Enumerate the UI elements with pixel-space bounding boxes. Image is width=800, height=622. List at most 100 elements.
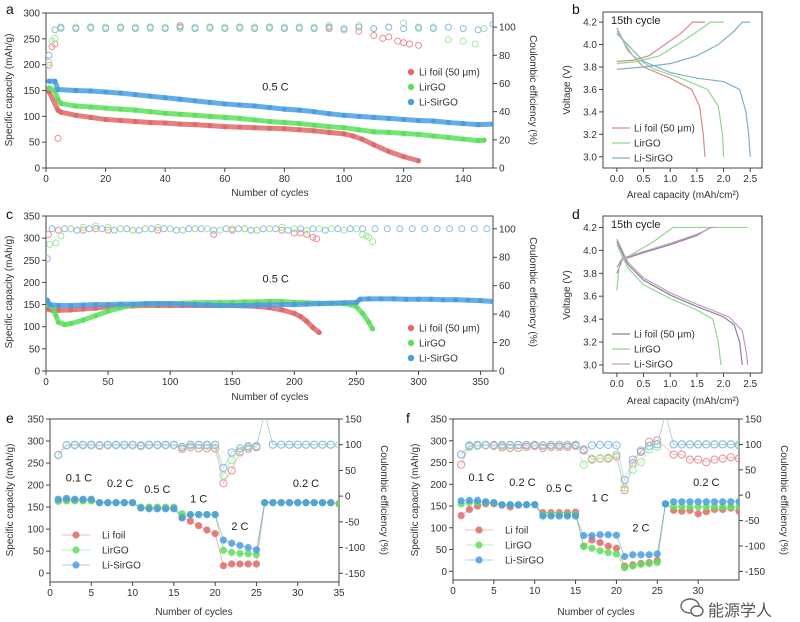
capacity-point [415, 158, 422, 164]
y-tick-label: 3.4 [583, 315, 597, 326]
panel-b: b 0.0 0.5 1.0 1.5 2.0 2.5 3.0 3.2 3.4 3.6 3.8 4.0 4.2… [562, 1, 763, 201]
ce-point [313, 235, 321, 243]
capacity-point [219, 536, 227, 544]
x-tick-label: 200 [286, 377, 303, 388]
panel-f: f0 5 10 15 20 25 30050100150200250300350-150-1… [406, 410, 789, 618]
ce-point [123, 225, 131, 233]
capacity-point [62, 321, 68, 328]
ce-point [734, 454, 739, 463]
capacity-point [222, 124, 228, 130]
legend-label: LirGO [102, 546, 129, 557]
ce-point [117, 23, 124, 31]
y2-tick-label: 100 [499, 224, 516, 235]
y-tick-label: 3.8 [583, 269, 597, 280]
wechat-icon [680, 598, 704, 617]
ce-point [359, 230, 367, 238]
y-tick-label: 100 [23, 322, 40, 333]
x-tick-label: 15 [168, 588, 180, 599]
x-tick-label: 300 [410, 377, 427, 388]
voltage-curve-charge [616, 21, 751, 70]
legend-entry: Li-SirGO [465, 556, 544, 567]
ce-point [480, 25, 488, 32]
ce-point [370, 32, 378, 40]
legend-entry: LirGO [612, 345, 661, 356]
series-li-sirgo [616, 226, 716, 268]
y-tick-label: 4.0 [583, 246, 597, 257]
legend-entry: LirGO [612, 139, 661, 150]
ce-point [346, 225, 354, 233]
capacity-point [580, 542, 588, 551]
x-tick-label: 5 [89, 588, 95, 599]
ce-point [662, 410, 669, 417]
capacity-point [68, 307, 74, 313]
capacity-point [353, 299, 360, 305]
capacity-point [316, 301, 322, 307]
capacity-point [500, 299, 505, 304]
legend-entry: Li foil [465, 526, 528, 537]
ce-point [104, 223, 112, 231]
ce-point [653, 440, 662, 449]
capacity-point [132, 92, 138, 98]
y-tick-label: 3.8 [583, 62, 597, 73]
ce-point [383, 225, 391, 233]
legend-label: Li-SirGO [634, 154, 673, 165]
ce-point [303, 230, 311, 238]
capacity-point [252, 103, 258, 109]
voltage-curve-charge [616, 226, 716, 268]
legend-entry: Li-SirGO [612, 154, 673, 165]
legend-label: Li foil (50 μm) [634, 124, 695, 135]
ce-point [662, 410, 669, 417]
capacity-point [277, 499, 285, 507]
ce-point [128, 440, 137, 449]
capacity-point [296, 120, 302, 127]
rate-label: 0.5 C [546, 483, 572, 495]
legend-entry: Li foil (50 μm) [612, 124, 695, 135]
ce-point [219, 463, 228, 472]
capacity-point [580, 532, 588, 540]
capacity-point [326, 111, 332, 117]
capacity-point [120, 499, 128, 507]
y-tick-label: 50 [33, 547, 45, 558]
rate-label: 0.5 C [263, 273, 289, 285]
y-axis-label: Specific capacity (mAh/g) [4, 34, 15, 147]
capacity-point [279, 301, 285, 308]
legend-marker [72, 546, 80, 554]
ce-point [538, 443, 547, 453]
rate-label: 2 C [632, 522, 649, 534]
series-li-sirgo [616, 238, 749, 366]
y-tick-label: 200 [430, 480, 447, 491]
panel-d: d 0.0 0.5 1.0 1.5 2.0 2.5 3.0 3.2 3.4 3.6 3.8 4.0 4.2… [562, 206, 763, 407]
capacity-point [281, 119, 287, 126]
ce-point [191, 225, 199, 233]
capacity-point [386, 148, 392, 155]
y-tick-label: 300 [23, 234, 40, 245]
capacity-point [52, 78, 58, 84]
ce-point [429, 25, 437, 32]
legend-label: Li foil (50 μm) [419, 68, 480, 79]
ce-point [252, 442, 261, 451]
y-axis-label: Specific capacity (mAh/g) [4, 236, 15, 349]
ce-point [120, 440, 129, 449]
ce-point [219, 479, 228, 488]
ce-point [340, 25, 348, 32]
x-tick-label: 30 [292, 588, 304, 599]
capacity-point [252, 125, 258, 131]
series-lirgo [616, 226, 748, 291]
ce-point [315, 225, 323, 233]
capacity-point [366, 319, 372, 325]
y2-tick-label: 80 [499, 253, 511, 264]
capacity-point [132, 107, 138, 113]
y-tick-label: 50 [436, 545, 448, 556]
ce-point [272, 225, 280, 233]
capacity-point [58, 100, 64, 107]
voltage-curve-discharge [616, 244, 722, 366]
capacity-point [73, 87, 79, 94]
x-axis-label: Areal capacity (mAh/cm²) [627, 190, 739, 201]
ce-point [179, 226, 187, 234]
ce-point [325, 23, 333, 31]
capacity-point [506, 501, 514, 509]
capacity-point [621, 552, 629, 561]
capacity-point [47, 301, 53, 308]
y2-tick-label: 50 [745, 465, 757, 476]
ce-point [54, 134, 62, 142]
